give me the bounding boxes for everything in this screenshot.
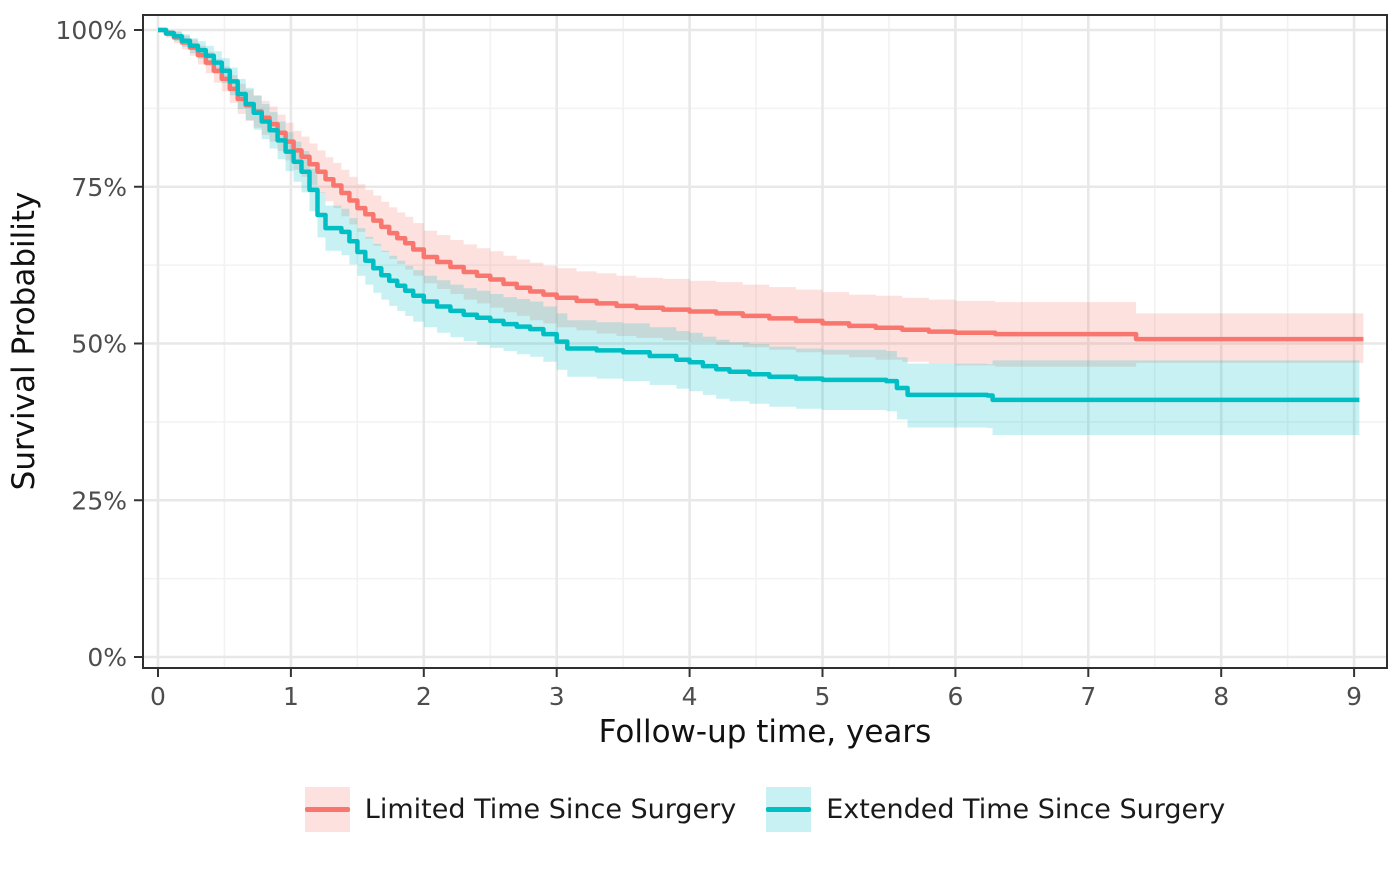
x-tick-label: 7 [1080,682,1096,711]
panel-border [142,14,1388,669]
legend-key-extended [766,787,812,832]
x-tick-label: 9 [1346,682,1362,711]
legend-item-extended: Extended Time Since Surgery [766,787,1225,832]
x-axis-title: Follow-up time, years [599,714,932,750]
survival-curve-limited [158,27,1364,342]
x-tick-label: 5 [815,682,831,711]
x-tick-label: 4 [682,682,698,711]
x-tick-label: 1 [283,682,299,711]
chart-legend: Limited Time Since Surgery Extended Time… [143,787,1387,832]
confidence-band-limited [158,30,1364,367]
legend-line-icon [766,807,812,812]
confidence-bands [158,30,1364,435]
survival-curve-extended [158,27,1360,403]
y-tick-label: 25% [71,486,127,515]
x-tick-label: 8 [1213,682,1229,711]
panel-background [143,15,1387,668]
x-tick-label: 0 [150,682,166,711]
legend-item-limited: Limited Time Since Surgery [304,787,737,832]
y-tick-label: 0% [87,643,127,672]
x-axis-tick-labels: 0 1 2 3 4 5 6 7 8 9 [150,682,1362,711]
legend-label-limited: Limited Time Since Surgery [364,794,737,825]
x-tick-label: 6 [947,682,963,711]
y-axis-title: Survival Probability [6,192,42,491]
x-tick-label: 2 [416,682,432,711]
minor-gridlines [143,15,1387,668]
y-axis-tick-labels: 0% 25% 50% 75% 100% [56,16,127,672]
legend-label-extended: Extended Time Since Surgery [826,794,1226,825]
legend-key-limited [304,787,350,832]
confidence-band-extended [158,30,1360,435]
y-tick-label: 75% [71,173,127,202]
legend-line-icon [304,807,350,812]
major-gridlines [143,15,1387,668]
survival-curves [158,27,1364,403]
x-tick-label: 3 [549,682,565,711]
axis-tick-marks [134,29,1356,677]
y-tick-label: 50% [71,330,127,359]
y-tick-label: 100% [56,16,127,45]
